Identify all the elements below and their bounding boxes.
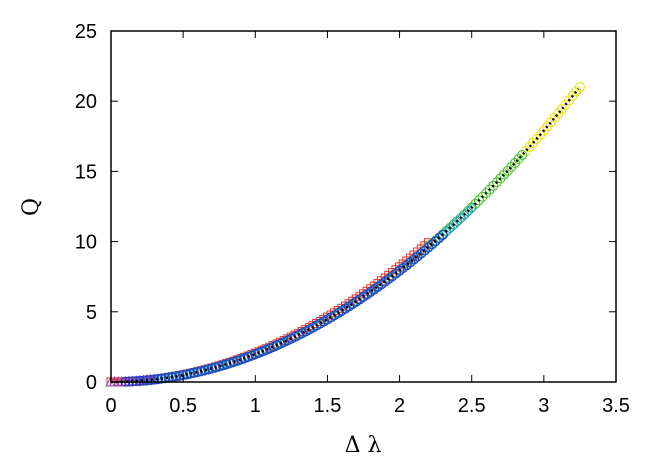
series-5 [120,229,448,387]
data-point [383,273,394,284]
data-point [491,177,502,188]
data-point [574,81,585,92]
data-point [362,289,373,300]
data-point [466,202,478,214]
data-point [495,173,506,184]
data-point [419,245,430,256]
series-3 [134,202,478,387]
data-point [427,239,438,250]
y-tick-label: 20 [75,91,97,113]
x-tick-label: 1 [250,395,261,417]
data-point [149,374,160,385]
x-tick-label: 2.5 [458,395,486,417]
y-tick-label: 5 [86,302,97,324]
data-point [510,157,520,168]
x-tick-label: 0 [105,395,116,417]
data-point [398,263,409,274]
data-point [394,265,405,276]
data-point [387,271,398,282]
data-point [376,279,387,290]
data-point [455,212,467,225]
data-point [462,206,474,218]
y-tick-label: 10 [75,232,97,254]
plot-area [105,81,585,387]
data-point [365,286,376,297]
data-point [430,236,441,247]
data-point [477,191,488,202]
data-point [380,276,391,287]
data-point [354,294,365,305]
data-point [484,184,495,195]
data-point [517,150,528,161]
x-tick-label: 3 [538,395,549,417]
data-point [458,209,471,221]
data-point [188,367,199,378]
data-point [416,248,427,259]
x-tick-label: 3.5 [602,395,630,417]
x-tick-label: 2 [394,395,405,417]
data-point [502,165,513,176]
data-point [451,216,463,228]
data-point [481,188,492,199]
axis-ticks: 0 0.5 1 1.5 2 2.5 3 3.5 0 5 10 15 20 25 [75,21,630,417]
data-point [513,154,524,165]
data-point [390,268,401,279]
data-point [434,233,445,244]
fit-line [110,87,580,384]
data-point [444,222,456,235]
data-point [203,364,214,375]
data-point [134,375,145,386]
data-point [499,169,510,180]
data-point [447,219,460,231]
data-point [506,161,517,172]
data-point [412,251,423,262]
series-0 [106,238,433,387]
data-point [358,291,369,302]
y-axis-label: Q [19,198,44,216]
data-point [437,229,448,240]
x-tick-label: 0.5 [169,395,197,417]
data-point [401,260,412,271]
plot-frame [110,30,617,383]
data-point [423,242,434,253]
data-point [369,284,380,295]
data-point [488,180,499,191]
data-point [405,257,416,268]
x-tick-label: 1.5 [314,395,342,417]
data-point [174,370,185,381]
data-point [372,281,383,292]
x-axis-label: Δ λ [345,433,382,458]
data-point [409,254,419,265]
y-tick-label: 15 [75,161,97,183]
data-point [207,363,217,374]
data-point [473,195,484,206]
y-tick-label: 0 [86,372,97,394]
y-tick-label: 25 [75,21,97,43]
